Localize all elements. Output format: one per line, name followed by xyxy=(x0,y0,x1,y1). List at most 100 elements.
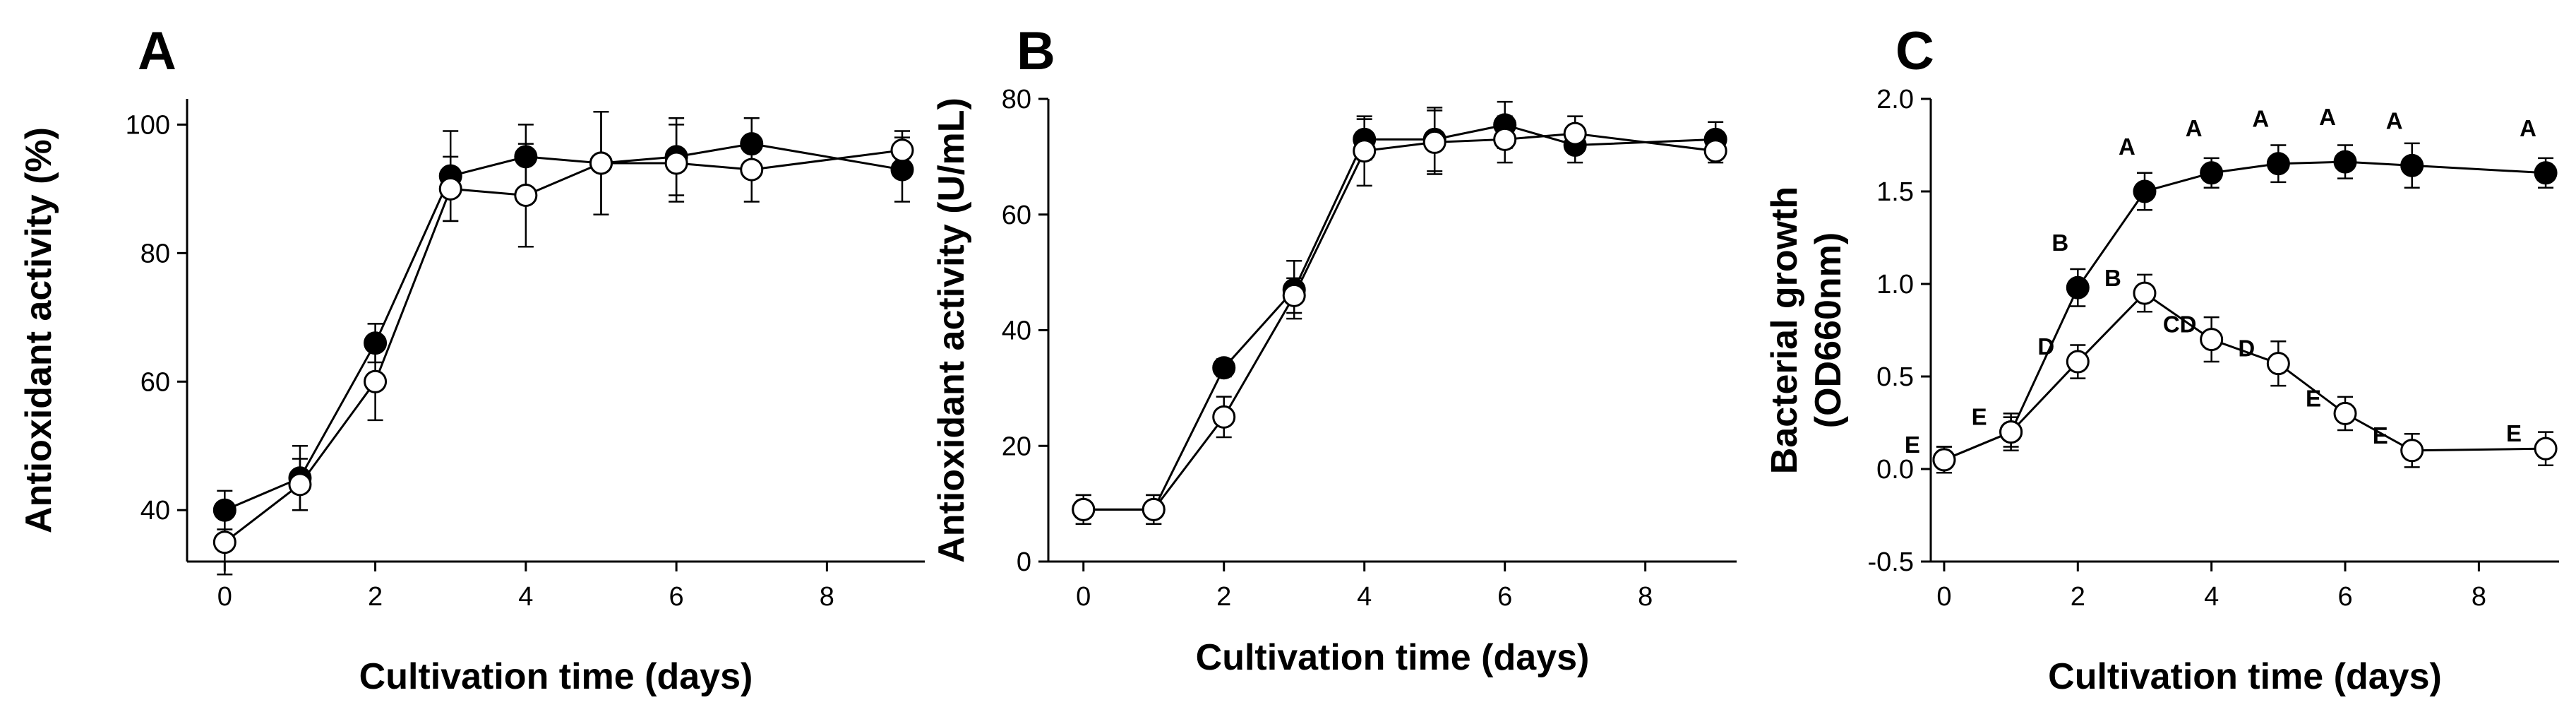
x-tick-label: 8 xyxy=(820,582,834,612)
data-label: A xyxy=(2119,134,2135,160)
y-tick-label: 2.0 xyxy=(1876,85,1914,114)
series-line xyxy=(1083,124,1716,511)
data-label: E xyxy=(2506,420,2522,446)
y-tick-label: 0.0 xyxy=(1876,455,1914,485)
data-point xyxy=(2133,179,2157,203)
data-point xyxy=(1353,139,1377,163)
data-point xyxy=(1999,420,2023,444)
series-filled: B A A A A A A xyxy=(1932,104,2558,474)
data-label: A xyxy=(2520,115,2536,141)
x-tick-label: 2 xyxy=(2071,582,2085,612)
y-tick-label: 60 xyxy=(1002,201,1031,230)
data-point xyxy=(2266,352,2290,376)
data-point xyxy=(589,151,613,175)
data-label: A xyxy=(2252,106,2269,132)
x-tick-label: 8 xyxy=(2472,582,2486,612)
data-point xyxy=(1703,139,1727,163)
data-point xyxy=(2200,328,2224,352)
y-tick-label: 100 xyxy=(126,110,170,140)
y-tick-label: 1.0 xyxy=(1876,270,1914,299)
y-tick-label: 80 xyxy=(140,239,170,268)
data-point xyxy=(1563,121,1587,146)
y-tick-label: 80 xyxy=(1002,85,1031,114)
data-point xyxy=(2133,281,2157,305)
data-point xyxy=(1212,405,1236,429)
y-tick-label: 60 xyxy=(140,367,170,397)
series-line xyxy=(1943,292,2546,461)
panel-b: B 0 20 40 60 80 0 2 4 6 8 Cultivation time (days) An… xyxy=(931,21,1737,678)
data-point xyxy=(1142,497,1166,521)
data-label: B xyxy=(2104,265,2121,291)
y-axis-title: Antioxidant activity (U/mL) xyxy=(931,97,972,563)
data-label: A xyxy=(2319,104,2336,130)
data-point xyxy=(2400,439,2424,463)
data-label: E xyxy=(2373,422,2388,449)
data-point xyxy=(890,138,914,162)
series-filled xyxy=(212,110,914,530)
data-point xyxy=(2333,401,2357,425)
x-tick-label: 6 xyxy=(669,582,684,612)
data-label: E xyxy=(1905,432,1920,458)
series-open: E E D B CD D E E E xyxy=(1905,265,2558,474)
series-line xyxy=(224,143,903,511)
data-point xyxy=(2333,150,2357,174)
data-point xyxy=(1212,356,1236,380)
data-point xyxy=(1282,283,1306,307)
x-tick-label: 0 xyxy=(1076,582,1091,612)
panel-letter: A xyxy=(138,21,176,81)
series-open xyxy=(1072,109,1727,526)
panel-c: C -0.5 0.0 0.5 1.0 1.5 2.0 0 2 4 6 8 Cultivation tim… xyxy=(1764,21,2559,697)
data-point xyxy=(664,151,688,175)
data-label: A xyxy=(2386,107,2403,134)
data-point xyxy=(1422,130,1446,154)
data-point xyxy=(2200,161,2224,185)
y-tick-label: 0.5 xyxy=(1876,362,1914,392)
data-point xyxy=(212,530,236,554)
x-axis-title: Cultivation time (days) xyxy=(2048,656,2442,697)
data-point xyxy=(2534,437,2558,461)
y-tick-label: -0.5 xyxy=(1868,547,1914,577)
x-axis-title: Cultivation time (days) xyxy=(1196,637,1590,678)
y-axis-title: (OD660nm) xyxy=(1808,232,1849,428)
data-point xyxy=(2534,161,2558,185)
data-point xyxy=(2066,275,2090,299)
data-label: B xyxy=(2051,230,2068,256)
y-tick-label: 40 xyxy=(140,496,170,526)
data-label: E xyxy=(1972,404,1987,430)
panel-letter: C xyxy=(1895,21,1934,81)
data-label: CD xyxy=(2163,312,2197,338)
x-tick-label: 2 xyxy=(1216,582,1231,612)
data-label: D xyxy=(2037,333,2054,360)
data-point xyxy=(514,183,538,207)
series-filled xyxy=(1072,100,1727,526)
data-point xyxy=(2400,153,2424,177)
y-tick-label: 1.5 xyxy=(1876,177,1914,207)
data-point xyxy=(1072,497,1096,521)
data-point xyxy=(288,473,312,497)
series-line xyxy=(224,149,903,543)
y-tick-label: 40 xyxy=(1002,316,1031,346)
data-point xyxy=(1493,127,1517,151)
x-tick-label: 0 xyxy=(1936,582,1951,612)
data-label: E xyxy=(2306,385,2321,411)
data-point xyxy=(364,369,388,393)
x-tick-label: 4 xyxy=(518,582,533,612)
data-point xyxy=(2066,350,2090,374)
x-tick-label: 4 xyxy=(1357,582,1372,612)
y-axis-title: Bacterial growth xyxy=(1764,186,1805,474)
x-tick-label: 2 xyxy=(368,582,383,612)
y-tick-label: 0 xyxy=(1017,547,1031,577)
x-tick-label: 6 xyxy=(2337,582,2352,612)
data-point xyxy=(438,177,462,201)
y-tick-label: 20 xyxy=(1002,432,1031,461)
series-line xyxy=(1083,132,1716,511)
series-line xyxy=(1943,160,2546,461)
data-point xyxy=(1932,448,1956,472)
panel-letter: B xyxy=(1017,21,1055,81)
data-label: D xyxy=(2238,336,2255,362)
series-open xyxy=(212,110,914,576)
x-tick-label: 6 xyxy=(1497,582,1512,612)
data-label: A xyxy=(2186,115,2203,141)
x-tick-label: 4 xyxy=(2204,582,2219,612)
